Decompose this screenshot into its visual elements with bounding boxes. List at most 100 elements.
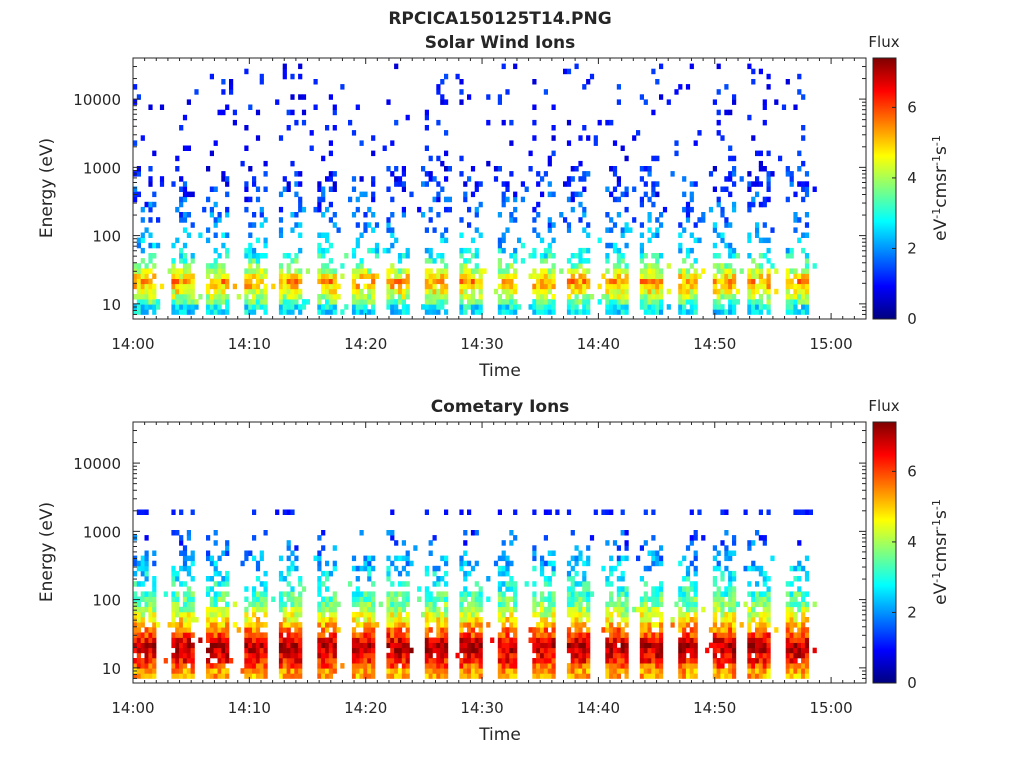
heatmap-cell xyxy=(578,278,583,285)
heatmap-cell xyxy=(616,212,621,218)
heatmap-cell xyxy=(321,581,326,587)
heatmap-cell xyxy=(332,617,337,623)
heatmap-cell xyxy=(190,294,195,300)
heatmap-cell xyxy=(440,617,445,623)
heatmap-cell xyxy=(659,627,664,633)
heatmap-cell xyxy=(536,668,541,674)
heatmap-cell xyxy=(140,591,145,597)
heatmap-cell xyxy=(355,273,360,279)
heatmap-cell xyxy=(616,668,621,674)
heatmap-cell xyxy=(432,606,437,613)
heatmap-cell xyxy=(651,560,656,567)
heatmap-cell xyxy=(685,545,691,551)
heatmap-cell xyxy=(540,283,545,290)
heatmap-cell xyxy=(766,632,771,638)
heatmap-cell xyxy=(797,89,802,95)
heatmap-cell xyxy=(609,227,614,233)
heatmap-cell xyxy=(620,283,625,290)
heatmap-cell xyxy=(325,273,330,279)
heatmap-cell xyxy=(405,278,410,285)
heatmap-cell xyxy=(394,176,399,182)
heatmap-cell xyxy=(547,268,552,274)
heatmap-cell xyxy=(785,606,790,613)
heatmap-cell xyxy=(616,652,621,659)
heatmap-cell xyxy=(501,591,506,597)
heatmap-cell xyxy=(463,288,468,295)
heatmap-cell xyxy=(294,181,299,187)
heatmap-cell xyxy=(789,294,794,300)
heatmap-cell xyxy=(470,166,476,172)
heatmap-cell xyxy=(424,227,429,233)
heatmap-cell xyxy=(728,637,733,643)
heatmap-cell xyxy=(390,294,395,300)
heatmap-cell xyxy=(474,663,479,669)
heatmap-cell xyxy=(428,253,433,259)
heatmap-cell xyxy=(424,258,429,264)
heatmap-cell xyxy=(762,591,767,597)
heatmap-cell xyxy=(467,663,472,669)
heatmap-cell xyxy=(286,186,291,192)
heatmap-cell xyxy=(651,550,656,556)
heatmap-cell xyxy=(497,586,502,592)
heatmap-cell xyxy=(678,663,683,669)
heatmap-cell xyxy=(175,652,180,659)
heatmap-cell xyxy=(198,294,203,300)
heatmap-cell xyxy=(536,294,541,300)
heatmap-cell xyxy=(271,283,276,290)
heatmap-cell xyxy=(359,647,364,654)
heatmap-cell xyxy=(332,637,337,643)
heatmap-cell xyxy=(532,247,537,254)
heatmap-cell xyxy=(328,632,333,638)
heatmap-cell xyxy=(501,606,506,613)
heatmap-cell xyxy=(332,273,337,279)
heatmap-cell xyxy=(678,309,683,315)
heatmap-cell xyxy=(804,253,810,259)
heatmap-cell xyxy=(467,652,472,659)
heatmap-cell xyxy=(463,247,468,254)
heatmap-cell xyxy=(371,247,376,254)
heatmap-cell xyxy=(551,104,556,110)
heatmap-cell xyxy=(793,104,798,110)
heatmap-cell xyxy=(755,288,760,295)
heatmap-cell xyxy=(179,304,184,310)
heatmap-cell xyxy=(313,104,318,110)
heatmap-cell xyxy=(140,273,145,279)
heatmap-cell xyxy=(355,263,360,269)
heatmap-cell xyxy=(432,611,437,618)
heatmap-cell xyxy=(470,652,476,659)
heatmap-cell xyxy=(728,663,733,669)
heatmap-cell xyxy=(175,283,180,290)
heatmap-cell xyxy=(474,642,479,649)
heatmap-cell xyxy=(209,611,214,618)
heatmap-cell xyxy=(401,658,406,664)
heatmap-cell xyxy=(371,294,376,300)
heatmap-cell xyxy=(766,591,771,597)
heatmap-cell xyxy=(728,155,733,162)
heatmap-cell xyxy=(401,596,406,602)
heatmap-cell xyxy=(371,606,376,613)
heatmap-cell xyxy=(359,530,364,536)
heatmap-cell xyxy=(321,263,326,269)
heatmap-cell xyxy=(524,186,529,192)
heatmap-cell xyxy=(789,601,794,608)
heatmap-cell xyxy=(720,673,725,679)
heatmap-cell xyxy=(424,570,429,577)
heatmap-cell xyxy=(206,617,211,623)
heatmap-cell xyxy=(547,581,552,587)
heatmap-cell xyxy=(716,596,721,602)
heatmap-cell xyxy=(643,191,648,198)
heatmap-cell xyxy=(325,304,330,310)
heatmap-cell xyxy=(693,632,698,638)
heatmap-cell xyxy=(252,632,257,638)
heatmap-cell xyxy=(685,637,691,643)
heatmap-cell xyxy=(543,509,548,515)
heatmap-cell xyxy=(624,294,629,300)
heatmap-cell xyxy=(171,658,176,664)
x-ticks: 14:00 14:10 14:20 14:30 14:40 14:50 15:00 xyxy=(111,422,855,717)
heatmap-cell xyxy=(470,565,476,572)
heatmap-cell xyxy=(655,155,660,162)
heatmap-cell xyxy=(578,191,583,198)
heatmap-cell xyxy=(363,622,368,628)
heatmap-cell xyxy=(371,273,376,279)
heatmap-cell xyxy=(248,668,253,674)
